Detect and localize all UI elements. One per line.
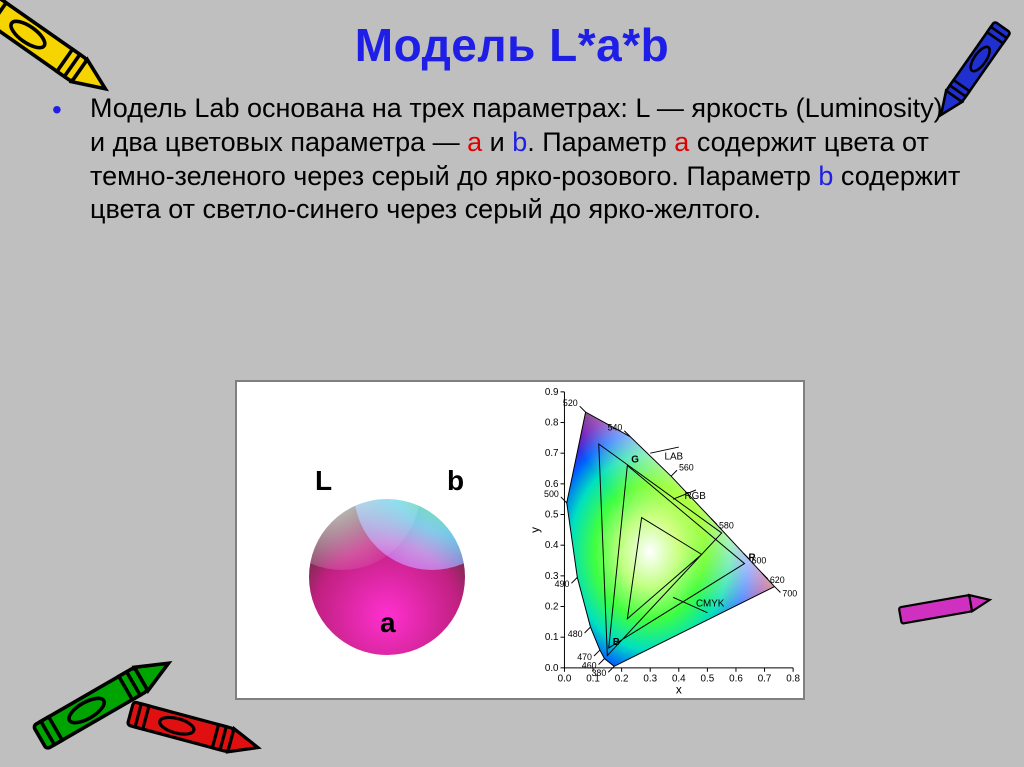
svg-text:700: 700 — [782, 588, 797, 598]
svg-text:540: 540 — [608, 423, 623, 433]
svg-text:LAB: LAB — [664, 451, 683, 462]
svg-text:0.3: 0.3 — [643, 674, 657, 685]
svg-text:R: R — [748, 553, 755, 564]
y-axis-label: y — [528, 527, 542, 533]
svg-text:580: 580 — [719, 520, 734, 530]
venn-diagram: L b a — [237, 382, 527, 698]
svg-text:0.5: 0.5 — [701, 674, 715, 685]
svg-text:0.8: 0.8 — [545, 417, 559, 428]
svg-text:560: 560 — [679, 462, 694, 472]
svg-text:0.7: 0.7 — [545, 448, 559, 459]
param-a: а — [674, 127, 689, 157]
venn-label-a: a — [380, 607, 396, 638]
venn-svg: L b a — [237, 382, 527, 702]
param-b: b — [818, 161, 833, 191]
svg-text:0.7: 0.7 — [758, 674, 772, 685]
svg-text:0.8: 0.8 — [786, 674, 800, 685]
svg-text:460: 460 — [582, 661, 597, 671]
svg-text:0.1: 0.1 — [545, 632, 559, 643]
venn-label-L: L — [315, 465, 332, 496]
svg-text:620: 620 — [770, 575, 785, 585]
svg-text:0.6: 0.6 — [729, 674, 743, 685]
param-a: а — [467, 127, 482, 157]
svg-text:490: 490 — [555, 579, 570, 589]
svg-text:0.0: 0.0 — [558, 674, 572, 685]
svg-text:470: 470 — [577, 652, 592, 662]
svg-text:0.4: 0.4 — [545, 540, 559, 551]
x-axis-label: x — [676, 682, 682, 696]
svg-text:0.0: 0.0 — [545, 663, 559, 674]
figure-container: L b a 0.00.10.20.30.40.50.60.70.80.00.10… — [235, 380, 805, 700]
svg-text:0.5: 0.5 — [545, 509, 559, 520]
svg-text:0.2: 0.2 — [545, 601, 559, 612]
svg-text:CMYK: CMYK — [696, 599, 725, 610]
chromaticity-chart: 0.00.10.20.30.40.50.60.70.80.00.10.20.30… — [527, 382, 803, 698]
svg-text:480: 480 — [568, 629, 583, 639]
svg-text:500: 500 — [544, 489, 559, 499]
svg-text:0.2: 0.2 — [615, 674, 629, 685]
svg-text:G: G — [631, 455, 639, 466]
crayon-magenta-icon — [890, 568, 1009, 646]
param-b: b — [512, 127, 527, 157]
chromaticity-svg: 0.00.10.20.30.40.50.60.70.80.00.10.20.30… — [527, 382, 803, 697]
slide: Модель L*a*b Модель Lab основана на трех… — [0, 0, 1024, 767]
svg-text:520: 520 — [563, 398, 578, 408]
venn-label-b: b — [447, 465, 464, 496]
text-run: . Параметр — [527, 127, 674, 157]
text-run: и — [482, 127, 512, 157]
svg-text:B: B — [613, 637, 620, 648]
body-paragraph: Модель Lab основана на трех параметрах: … — [0, 72, 1024, 227]
svg-text:0.9: 0.9 — [545, 387, 559, 398]
